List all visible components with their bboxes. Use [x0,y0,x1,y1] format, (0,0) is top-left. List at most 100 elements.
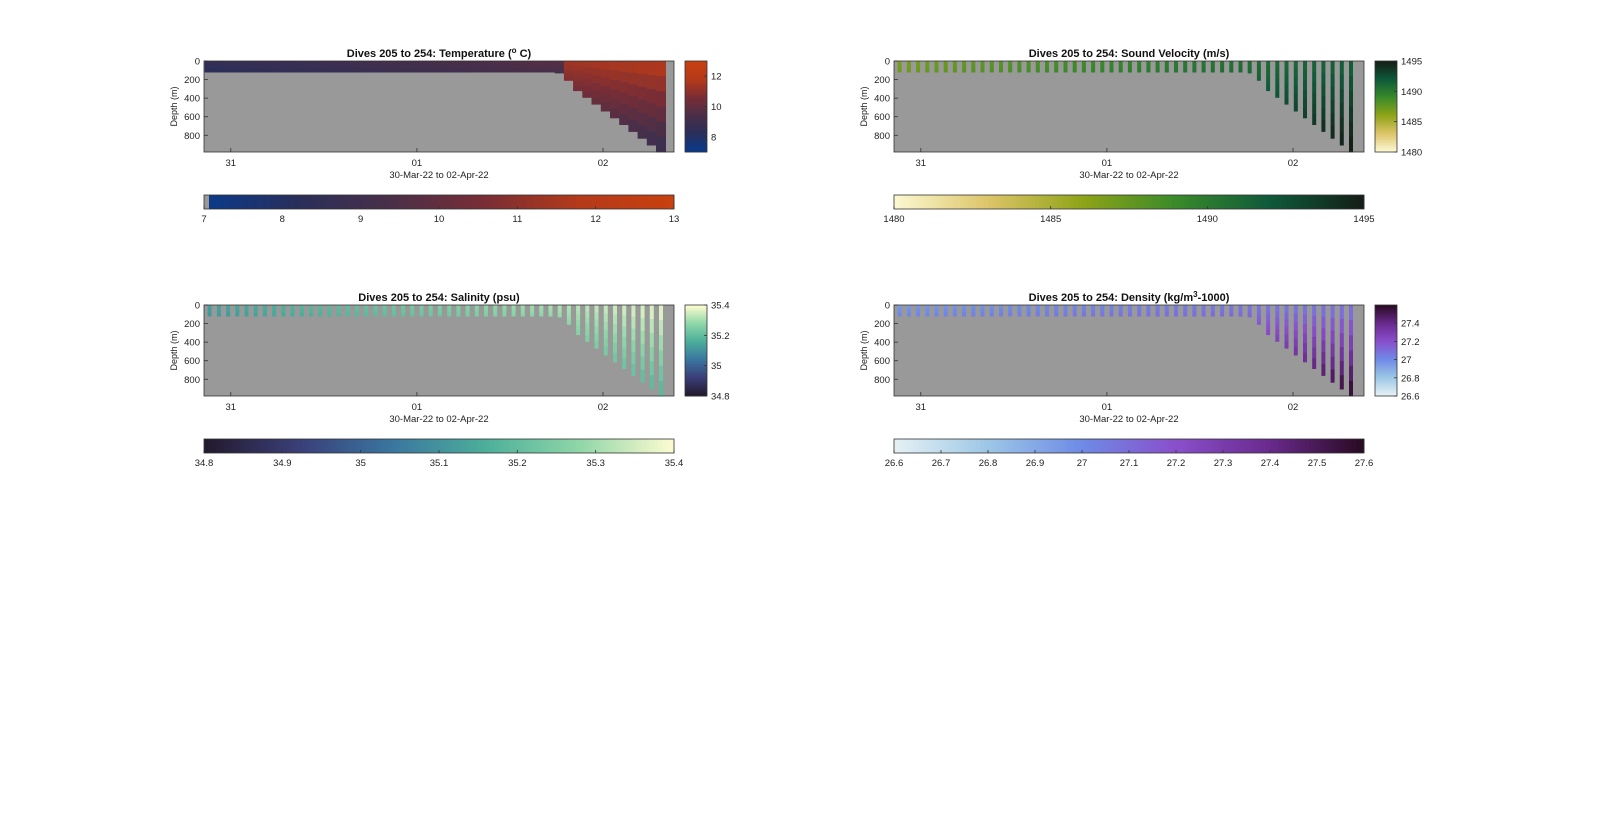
colorbar-swatch [972,439,977,453]
dive-profile-bar [989,310,994,313]
dive-profile-bar [272,310,277,313]
colorbar-swatch [301,195,307,209]
colorbar-swatch [1375,350,1397,353]
dive-profile-bar [640,317,645,332]
dive-profile-bar [1026,312,1031,315]
dive-profile-bar [649,375,654,390]
dive-profile-bar [259,62,270,66]
dive-profile-bar [1127,70,1132,73]
colorbar-swatch [685,380,707,383]
dive-profile-bar [1293,330,1298,339]
dive-profile-bar [916,68,921,71]
dive-profile-bar [444,68,455,71]
dive-profile-bar [259,61,270,64]
colorbar-swatch [1375,65,1397,68]
colorbar-swatch [270,439,275,453]
colorbar-swatch [1250,439,1255,453]
colorbar-swatch [360,195,365,209]
colorbar-swatch [685,361,707,364]
dive-profile-bar [582,73,593,80]
dive-profile-bar [619,82,630,94]
dive-profile-bar [1045,306,1049,310]
colorbar-swatch [446,195,452,209]
dive-profile-bar [355,305,359,308]
colorbar-swatch [685,82,707,85]
dive-profile-bar [364,310,369,313]
dive-profile-bar [971,70,976,73]
colorbar-swatch [1007,439,1012,453]
dive-profile-bar [1330,305,1335,319]
dive-profile-bar [272,312,277,315]
dive-profile-bar [1303,333,1307,344]
colorbar-swatch [685,92,707,95]
y-tick-label: 200 [184,319,200,330]
colorbar-swatch [1070,195,1075,209]
colorbar-swatch [937,439,942,453]
dive-profile-bar [554,65,565,68]
colorbar-swatch [1375,138,1397,141]
dive-profile-bar [379,64,390,67]
colorbar-swatch [685,144,707,147]
dive-profile-bar [1164,314,1169,317]
dive-profile-bar [934,310,939,313]
dive-profile-bar [336,314,341,317]
dive-profile-bar [345,308,350,311]
colorbar-swatch [1375,314,1397,317]
colorbar-swatch [1152,439,1157,453]
dive-profile-bar [456,306,461,310]
dive-profile-bar [1035,305,1040,308]
dive-profile-bar [398,70,409,73]
dive-profile-bar [490,70,501,73]
dive-profile-bar [1238,305,1243,308]
dive-profile-bar [324,62,335,66]
colorbar-swatch [1136,195,1142,209]
colorbar-swatch [685,309,707,312]
colorbar-tick-label: 8 [711,132,716,143]
dive-profile-bar [952,312,957,315]
dive-profile-bar [281,308,286,311]
colorbar-swatch [662,439,667,453]
colorbar-swatch [341,439,346,453]
colorbar-swatch [1262,195,1267,209]
dive-profile-bar [511,305,516,308]
dive-profile-bar [897,70,902,73]
dive-profile-bar [530,312,535,315]
dive-profile-bar [1054,310,1059,313]
colorbar-swatch [685,145,707,148]
dive-profile-bar [916,62,921,66]
dive-profile-bar [622,347,627,359]
dive-profile-bar [1035,310,1040,313]
dive-profile-bar [204,68,215,71]
dive-profile-bar [1091,70,1096,73]
dive-profile-bar [557,311,562,314]
dive-profile-bar [1210,310,1215,313]
dive-profile-bar [407,61,418,64]
dive-profile-bar [235,306,240,310]
dive-profile-bar [631,340,636,353]
dive-profile-bar [290,305,295,308]
chart-title-part: Dives 205 to 254: Density (kg/m [1029,292,1194,304]
dive-profile-bar [379,68,390,71]
colorbar-swatch [1375,88,1397,91]
dive-profile-bar [508,68,519,71]
dive-profile-bar [591,82,602,91]
dive-profile-bar [232,62,243,66]
y-tick-label: 800 [874,375,890,386]
dive-profile-bar [499,70,510,73]
dive-profile-bar [573,85,584,92]
colorbar-swatch [685,150,707,153]
colorbar-swatch [1375,144,1397,147]
dive-profile-bar [610,70,620,81]
dive-profile-bar [1256,314,1261,319]
dive-profile-bar [262,310,267,313]
colorbar-swatch [685,377,707,380]
dive-profile-bar [1312,61,1317,72]
y-tick-label: 200 [874,319,890,330]
colorbar-swatch [1211,195,1216,209]
dive-profile-bar [1155,308,1160,311]
colorbar-swatch [654,195,659,209]
colorbar-swatch [1285,439,1290,453]
dive-profile-bar [1109,305,1114,308]
dive-profile-bar [1017,305,1022,308]
